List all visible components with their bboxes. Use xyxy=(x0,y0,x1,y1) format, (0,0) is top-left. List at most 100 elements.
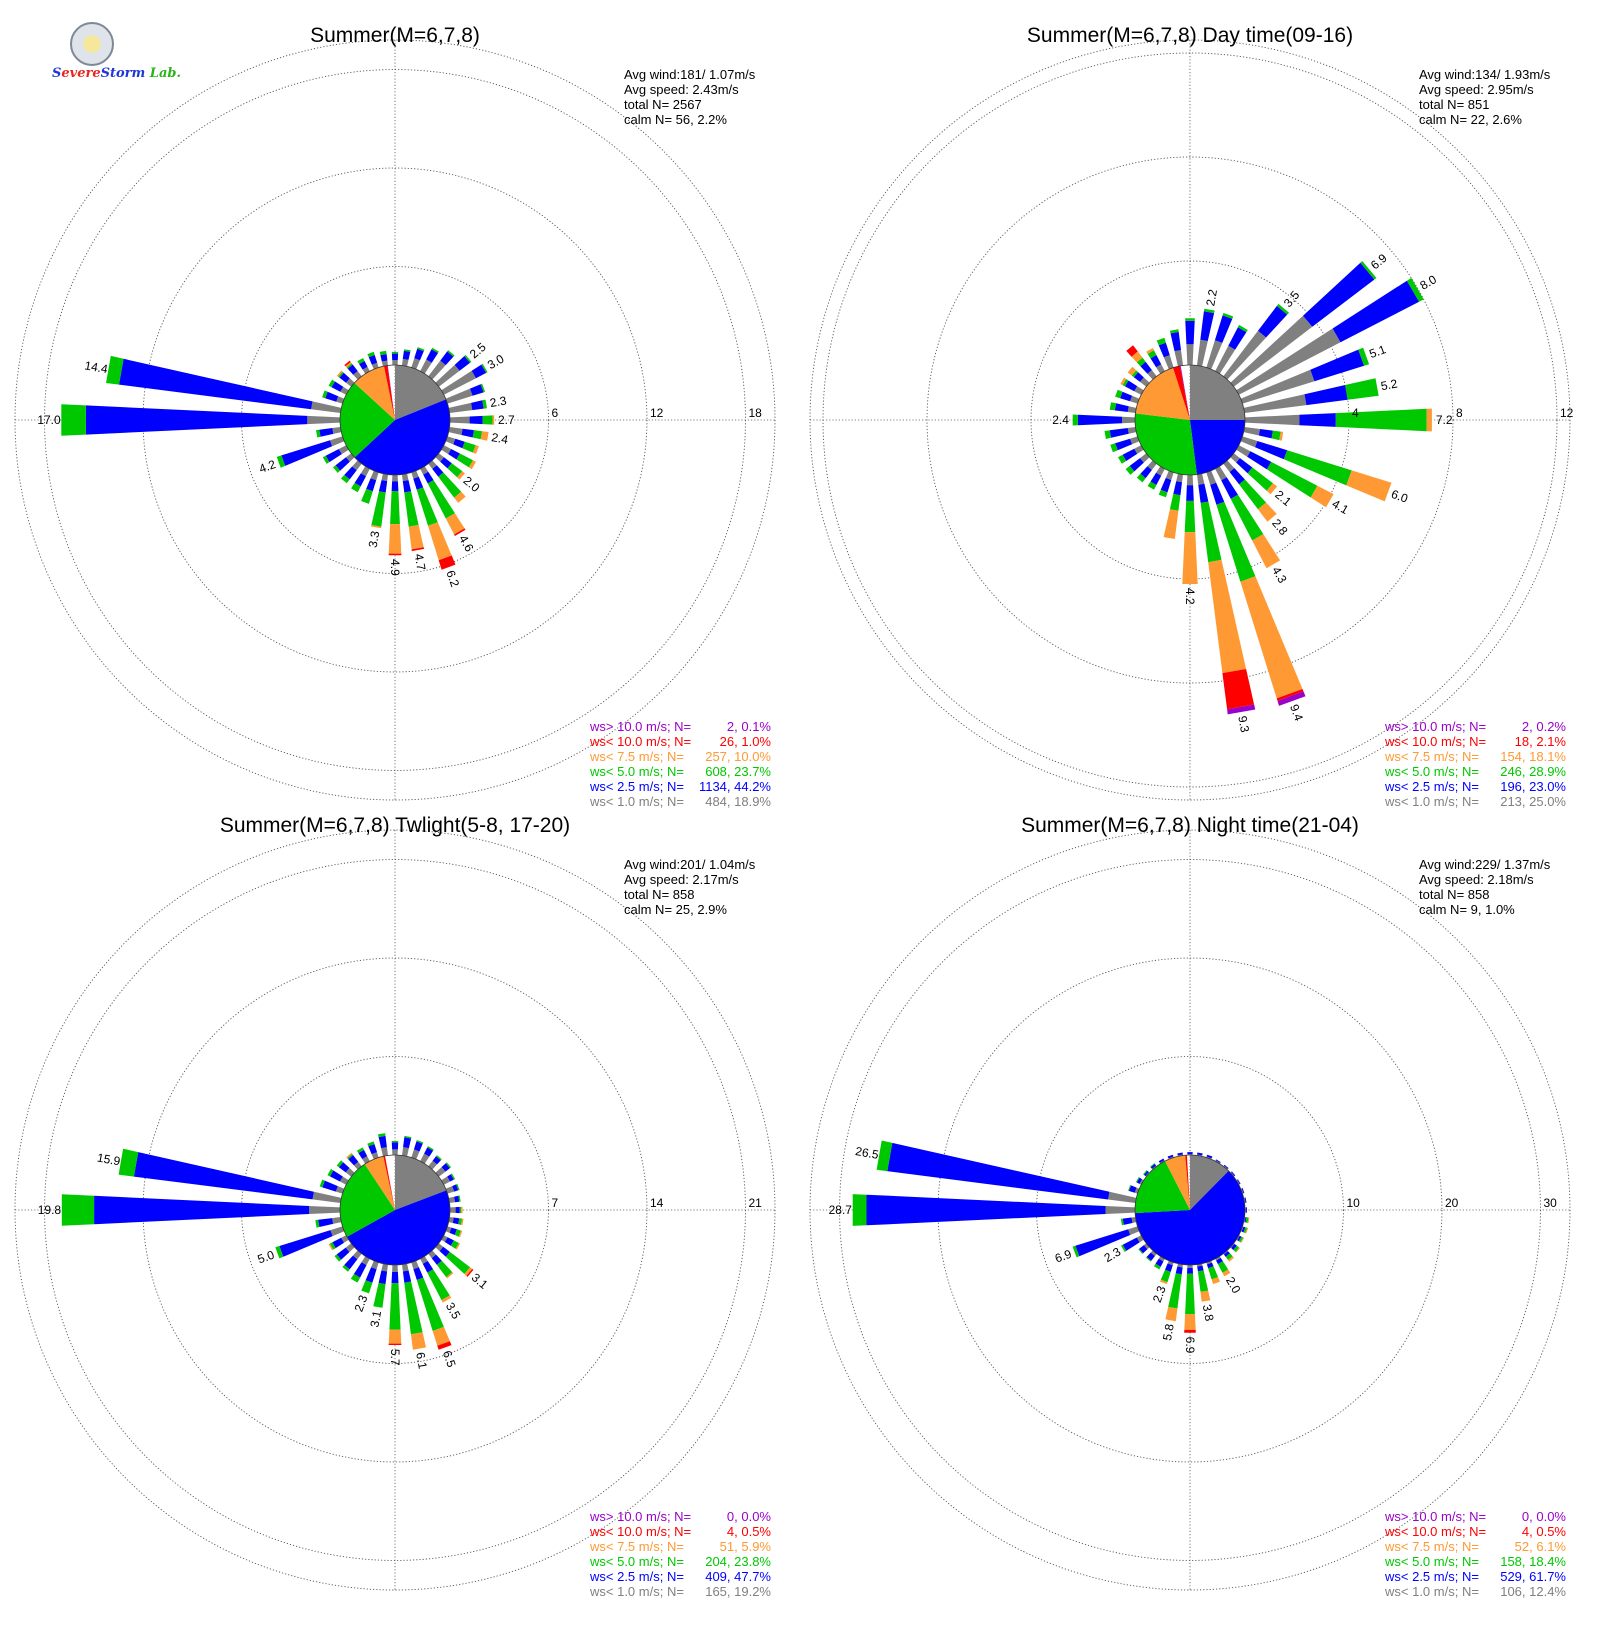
direction-bar-segment xyxy=(319,1179,325,1188)
direction-bar-segment xyxy=(432,1156,441,1165)
stats-line: calm N= 22, 2.6% xyxy=(1419,112,1522,127)
direction-bar-segment xyxy=(1104,430,1111,439)
direction-bar-segment xyxy=(1335,408,1427,432)
direction-bar-segment xyxy=(381,1263,388,1272)
direction-bar-segment xyxy=(1175,1266,1183,1275)
direction-bar-segment xyxy=(378,480,388,493)
direction-bar-segment xyxy=(1114,403,1129,412)
direction-bar-segment xyxy=(322,455,330,464)
direction-bar-segment xyxy=(1185,320,1195,345)
direction-bar-segment xyxy=(1222,669,1255,710)
direction-bar-segment xyxy=(1109,428,1129,438)
direction-bar-segment xyxy=(492,415,495,425)
legend-label: ws< 5.0 m/s; N= xyxy=(589,1554,684,1569)
direction-bar-segment xyxy=(1227,704,1256,715)
direction-bar-segment xyxy=(413,1141,423,1152)
direction-bar-segment xyxy=(1241,1226,1246,1233)
direction-bar-segment xyxy=(1136,1177,1143,1184)
stats-line: total N= 2567 xyxy=(624,97,702,112)
direction-bar-segment xyxy=(1223,330,1267,380)
direction-bar-segment xyxy=(381,1147,388,1157)
legend-value: 4, 0.5% xyxy=(1522,1524,1567,1539)
direction-bar-segment xyxy=(1238,1236,1244,1243)
direction-bar-segment xyxy=(1426,408,1432,432)
calm-pie-slice xyxy=(1180,365,1190,420)
bar-total-label: 4.7 xyxy=(412,553,429,572)
bar-total-label: 3.5 xyxy=(1281,288,1303,310)
direction-bar-segment xyxy=(1160,1279,1168,1285)
direction-bar-segment xyxy=(1184,1314,1196,1330)
direction-bar-segment xyxy=(469,415,483,425)
direction-bar-segment xyxy=(1211,1277,1220,1285)
direction-bar-segment xyxy=(1258,305,1288,338)
direction-bar-segment xyxy=(1125,380,1138,392)
direction-bar-segment xyxy=(1197,1152,1203,1156)
bar-total-label: 9.3 xyxy=(1235,715,1252,734)
direction-bar-segment xyxy=(1134,445,1144,454)
legend-label: ws< 10.0 m/s; N= xyxy=(589,1524,691,1539)
direction-bar-segment xyxy=(1145,1172,1150,1177)
direction-bar-segment xyxy=(366,478,377,492)
direction-bar-segment xyxy=(388,1343,402,1345)
direction-bar-segment xyxy=(1128,1226,1140,1235)
direction-bar-segment xyxy=(1216,1257,1223,1265)
direction-bar-segment xyxy=(1163,355,1174,370)
direction-bar-segment xyxy=(450,1240,459,1249)
direction-bar-segment xyxy=(1228,1256,1234,1262)
direction-bar-segment xyxy=(472,430,483,440)
bar-total-label: 28.7 xyxy=(829,1203,853,1217)
direction-bar-segment xyxy=(329,1242,336,1250)
direction-bar-segment xyxy=(1233,1245,1240,1252)
direction-bar-segment xyxy=(413,1267,424,1280)
direction-bar-segment xyxy=(887,1142,1110,1200)
direction-bar-segment xyxy=(1197,1265,1204,1272)
direction-bar-segment xyxy=(335,457,350,471)
bar-total-label: 4.2 xyxy=(1183,588,1197,605)
direction-bar-segment xyxy=(1130,436,1140,445)
direction-bar-segment xyxy=(411,1260,419,1270)
direction-bar-segment xyxy=(1147,370,1157,380)
direction-bar-segment xyxy=(403,349,411,352)
direction-bar-segment xyxy=(339,1176,349,1185)
direction-bar-segment xyxy=(119,358,313,410)
direction-bar-segment xyxy=(335,1186,345,1194)
direction-bar-segment xyxy=(411,547,425,552)
legend-value: 409, 47.7% xyxy=(705,1569,771,1584)
direction-bar-segment xyxy=(392,1149,398,1156)
direction-bar-segment xyxy=(1152,1165,1157,1170)
direction-bar-segment xyxy=(1245,1207,1247,1213)
direction-bar-segment xyxy=(445,388,473,404)
direction-bar-segment xyxy=(1143,1170,1148,1175)
calm-pie-slice xyxy=(387,365,395,420)
direction-bar-segment xyxy=(368,355,378,365)
direction-bar-segment xyxy=(449,416,470,424)
direction-bar-segment xyxy=(410,1332,426,1350)
direction-bar-segment xyxy=(1197,339,1208,367)
bar-total-label: 4.2 xyxy=(257,457,278,476)
direction-bar-segment xyxy=(1150,472,1162,485)
direction-bar-segment xyxy=(345,361,352,368)
direction-bar-segment xyxy=(431,1254,442,1265)
direction-bar-segment xyxy=(1230,315,1313,387)
direction-bar-segment xyxy=(441,370,476,395)
direction-bar-segment xyxy=(420,466,429,475)
direction-bar-segment xyxy=(336,1160,344,1168)
direction-bar-segment xyxy=(1120,1218,1124,1226)
direction-bar-segment xyxy=(1143,1170,1149,1177)
direction-bar-segment xyxy=(388,553,402,556)
direction-bar-segment xyxy=(441,1235,448,1242)
bar-total-label: 6.1 xyxy=(413,1351,430,1370)
direction-bar-segment xyxy=(445,1251,471,1274)
direction-bar-segment xyxy=(381,360,388,367)
direction-bar-segment xyxy=(373,1282,386,1308)
direction-bar-segment xyxy=(322,1180,338,1192)
direction-bar-segment xyxy=(455,1206,460,1214)
direction-bar-segment xyxy=(1230,1172,1235,1177)
direction-bar-segment xyxy=(866,1194,1106,1226)
direction-bar-segment xyxy=(1187,1152,1193,1155)
direction-bar-segment xyxy=(1197,473,1205,485)
legend-label: ws< 1.0 m/s; N= xyxy=(589,794,684,809)
direction-bar-segment xyxy=(392,360,398,366)
direction-bar-segment xyxy=(445,513,465,535)
